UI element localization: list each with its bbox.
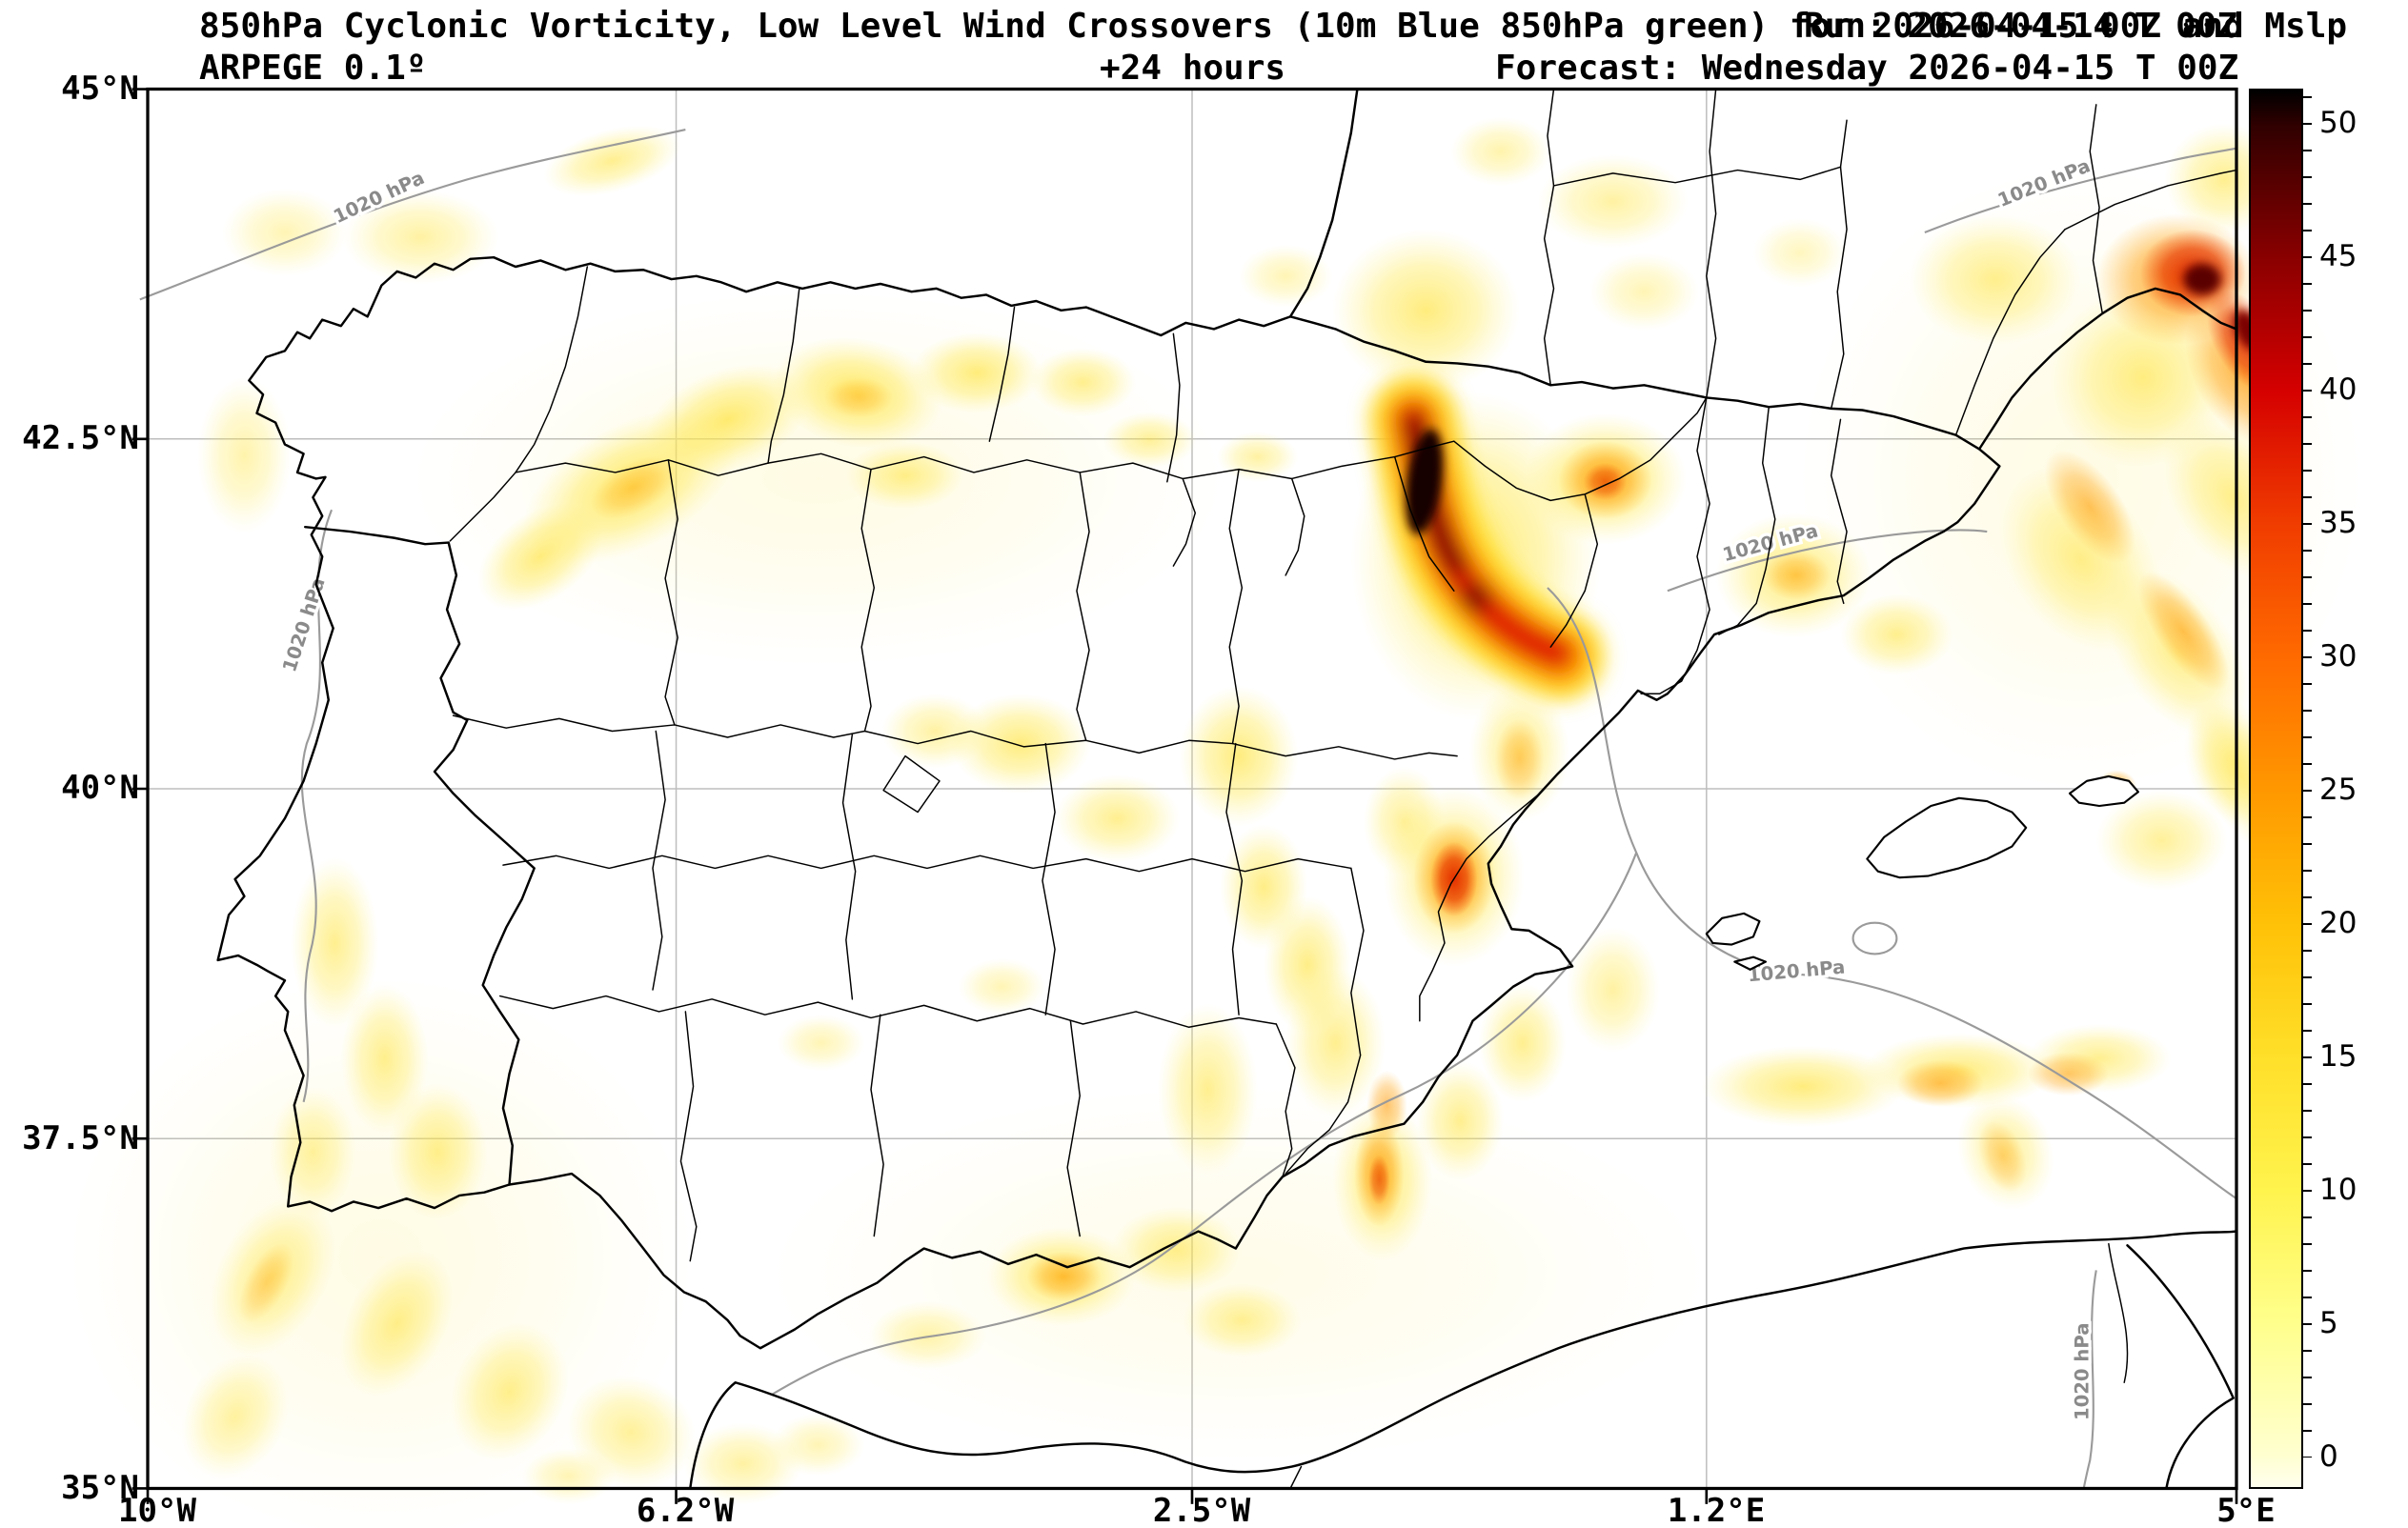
- colorbar-label-0: 0: [2319, 1439, 2338, 1474]
- isobar-label-6: 1020 hPa: [278, 575, 330, 675]
- colorbar-label-25: 25: [2319, 773, 2357, 807]
- model-label: ARPEGE 0.1º: [199, 49, 427, 88]
- y-tick-35n: 35°N: [61, 1469, 139, 1507]
- colorbar-label-5: 5: [2319, 1306, 2338, 1340]
- ibiza-island: [1705, 912, 1761, 946]
- colorbar-tick-marks: [2303, 96, 2312, 1458]
- africa-coastline: [689, 1230, 2238, 1490]
- chart-title: 850hPa Cyclonic Vorticity, Low Level Win…: [199, 7, 2348, 46]
- x-tick-10w: 10°W: [118, 1492, 196, 1528]
- forecast-valid-label: Forecast: Wednesday 2026-04-15 T 00Z: [1495, 49, 2239, 88]
- mallorca-island: [1866, 796, 2028, 879]
- x-tick-1-2e: 1.2°E: [1667, 1492, 1766, 1528]
- colorbar-label-30: 30: [2319, 639, 2357, 674]
- y-tick-40n: 40°N: [61, 769, 139, 807]
- map-canvas: 1020 hPa 1020 hPa 1020 hPa 1020 hPa 1020…: [70, 87, 2361, 1528]
- y-tick-42-5n: 42.5°N: [22, 419, 139, 457]
- colorbar-label-20: 20: [2319, 906, 2357, 940]
- portugal-spain-border: [303, 525, 536, 1186]
- colorbar-label-35: 35: [2319, 506, 2357, 540]
- colorbar-label-50: 50: [2319, 106, 2357, 140]
- france-atlantic-coast: [1288, 88, 1359, 318]
- province-boundaries: [449, 88, 2237, 1262]
- run-label: Run: 2026-04-14 T 00Z: [1804, 7, 2238, 46]
- colorbar: [2249, 89, 2303, 1489]
- colorbar-label-10: 10: [2319, 1173, 2357, 1207]
- coastlines-borders: [216, 88, 2238, 1490]
- y-tick-45n: 45°N: [61, 70, 139, 108]
- colorbar-label-45: 45: [2319, 239, 2357, 273]
- lead-time-label: +24 hours: [1100, 49, 1286, 88]
- menorca-island: [2068, 774, 2140, 808]
- colorbar-label-40: 40: [2319, 372, 2357, 407]
- isobar-label-5: 1020 hPa: [2072, 1323, 2094, 1420]
- x-tick-5e: 5°E: [2216, 1492, 2276, 1528]
- iberia-coastline: [216, 255, 2001, 1350]
- plot-frame: [132, 87, 2238, 1504]
- formentera-island: [1733, 955, 1768, 971]
- x-tick-2-5w: 2.5°W: [1152, 1492, 1251, 1528]
- colorbar-label-15: 15: [2319, 1039, 2357, 1074]
